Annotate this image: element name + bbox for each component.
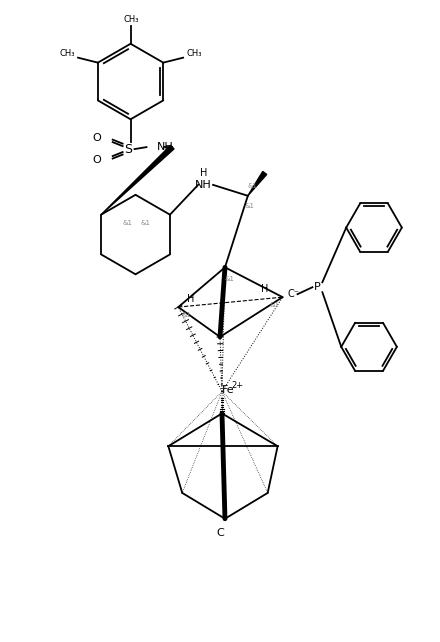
Text: C: C [216,528,224,537]
Text: &1: &1 [245,203,255,209]
Text: &1: &1 [123,220,132,225]
Text: &1: &1 [270,302,280,308]
Text: H: H [200,168,208,178]
Text: 2+: 2+ [232,381,244,390]
Text: CH₃: CH₃ [59,49,75,58]
Text: NH: NH [195,180,212,190]
Text: H: H [261,284,268,294]
Text: CH₃: CH₃ [124,15,139,24]
Text: O: O [92,155,101,165]
Text: &1: &1 [248,183,258,189]
Polygon shape [248,171,267,196]
Polygon shape [101,145,174,214]
Text: P: P [314,282,321,292]
Text: H: H [187,294,194,304]
Text: Fe: Fe [222,385,235,395]
Text: NH: NH [156,142,173,152]
Text: &1: &1 [225,276,235,282]
Text: C⁻: C⁻ [288,289,300,299]
Text: CH₃: CH₃ [186,49,202,58]
Text: &1: &1 [181,312,191,318]
Text: S: S [125,143,132,155]
Text: O: O [92,133,101,143]
Text: &1: &1 [140,220,150,225]
